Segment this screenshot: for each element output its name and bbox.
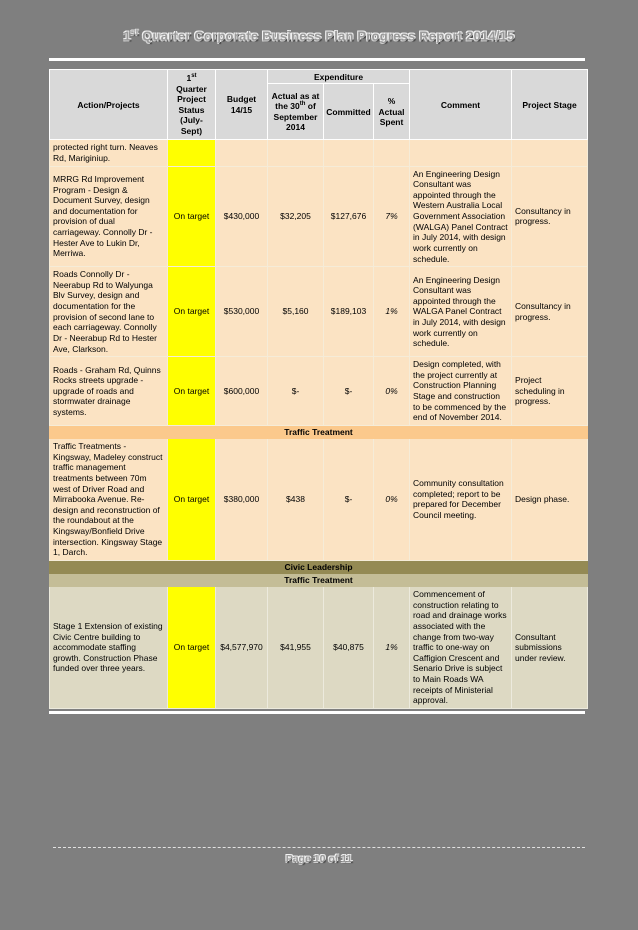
pct-cell [372,139,411,167]
page-footer: Page 10 of 11 [49,846,589,865]
stage-cell [511,139,589,167]
pct-cell: 1% [372,585,411,709]
column-header-budget: Budget 14/15 [215,69,268,141]
budget-cell: $4,577,970 [215,585,268,709]
stage-cell: Consultant submissions under review. [511,585,589,709]
section-row-civic-leadership: Civic Leadership [48,559,589,574]
stage-cell: Consultancy in progress. [511,165,589,268]
committed-cell: $189,103 [323,266,374,358]
budget-cell: $430,000 [215,165,268,268]
column-header-comment: Comment [409,69,513,141]
project-cell: MRRG Rd Improvement Program - Design & D… [49,165,168,268]
actual-cell: $5,160 [267,266,324,358]
stage-cell: Design phase. [511,437,589,561]
actual-cell: $41,955 [267,585,324,709]
column-header-action: Action/Projects [49,69,168,141]
status-cell: On target [167,356,216,426]
comment-cell: An Engineering Design Consultant was app… [409,266,513,358]
table-row: Roads - Graham Rd, Quinns Rocks streets … [49,356,589,426]
committed-cell [323,139,374,167]
committed-cell: $127,676 [323,165,374,268]
table-row: protected right turn. Neaves Rd, Marigin… [49,139,589,167]
status-cell [167,139,216,167]
budget-cell [215,139,268,167]
comment-cell: Commencement of construction relating to… [409,585,513,709]
table-row: Stage 1 Extension of existing Civic Cent… [49,585,589,709]
comment-cell [409,139,513,167]
section-label: Traffic Treatment [48,572,589,587]
table-row: Roads Connolly Dr - Neerabup Rd to Walyu… [49,266,589,358]
actual-cell: $- [267,356,324,426]
bottom-border-line [49,710,585,714]
table-row: MRRG Rd Improvement Program - Design & D… [49,165,589,268]
page-number: Page 10 of 11 [285,852,353,865]
pct-cell: 0% [372,437,411,561]
comment-cell: Community consultation completed; report… [409,437,513,561]
status-cell: On target [167,437,216,561]
status-cell: On target [167,165,216,268]
committed-cell: $40,875 [323,585,374,709]
budget-cell: $380,000 [215,437,268,561]
pct-cell: 1% [372,266,411,358]
budget-cell: $530,000 [215,266,268,358]
progress-report-table: Action/Projects 1st Quarter Project Stat… [48,69,589,709]
section-row-traffic-treatment-2: Traffic Treatment [48,572,589,587]
actual-cell: $32,205 [267,165,324,268]
project-cell: Roads - Graham Rd, Quinns Rocks streets … [49,356,168,426]
section-label: Civic Leadership [48,559,589,574]
project-cell: Traffic Treatments - Kingsway, Madeley c… [49,437,168,561]
budget-cell: $600,000 [215,356,268,426]
page-title: 1st Quarter Corporate Business Plan Prog… [123,28,515,44]
project-cell: Stage 1 Extension of existing Civic Cent… [49,585,168,709]
comment-cell: Design completed, with the project curre… [409,356,513,426]
committed-cell: $- [323,437,374,561]
section-row-traffic-treatment: Traffic Treatment [48,424,589,439]
pct-cell: 7% [372,165,411,268]
column-header-status: 1st Quarter Project Status (July-Sept) [167,69,216,141]
actual-cell [267,139,324,167]
pct-cell: 0% [372,356,411,426]
status-cell: On target [167,266,216,358]
column-header-stage: Project Stage [511,69,589,141]
section-label: Traffic Treatment [48,424,589,439]
column-header-actual: Actual as at the 30th of September 2014 [267,83,324,141]
status-cell: On target [167,585,216,709]
column-header-expenditure: Expenditure [266,69,411,85]
actual-cell: $438 [267,437,324,561]
project-cell: Roads Connolly Dr - Neerabup Rd to Walyu… [49,266,168,358]
footer-divider [53,846,585,848]
table-row: Traffic Treatments - Kingsway, Madeley c… [49,437,589,561]
stage-cell: Project scheduling in progress. [511,356,589,426]
committed-cell: $- [323,356,374,426]
project-cell: protected right turn. Neaves Rd, Marigin… [49,139,168,167]
top-border-line [49,58,585,62]
stage-cell: Consultancy in progress. [511,266,589,358]
column-header-pct: % Actual Spent [372,83,411,141]
column-header-committed: Committed [323,83,374,141]
comment-cell: An Engineering Design Consultant was app… [409,165,513,268]
